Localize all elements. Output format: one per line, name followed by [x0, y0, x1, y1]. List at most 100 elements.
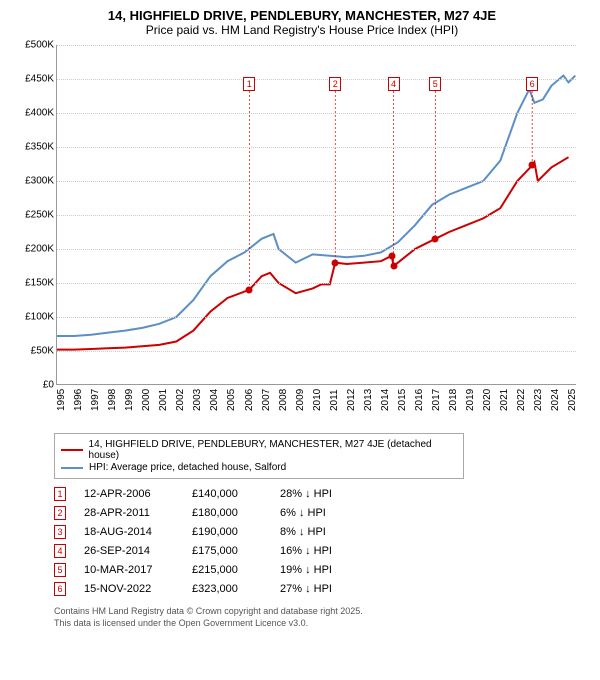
- series-price_paid: [57, 157, 569, 349]
- y-axis: £0£50K£100K£150K£200K£250K£300K£350K£400…: [16, 45, 56, 385]
- x-tick-label: 2001: [158, 389, 169, 411]
- event-price: £190,000: [192, 526, 262, 538]
- gridline: [57, 181, 576, 182]
- x-tick-label: 2023: [533, 389, 544, 411]
- x-tick-label: 2008: [278, 389, 289, 411]
- event-table: 1 12-APR-2006 £140,000 28% ↓ HPI 228-APR-201…: [54, 487, 592, 596]
- y-tick-label: £200K: [25, 244, 54, 255]
- legend-item: 14, HIGHFIELD DRIVE, PENDLEBURY, MANCHES…: [61, 439, 457, 461]
- legend-swatch: [61, 449, 83, 451]
- x-tick-label: 1999: [124, 389, 135, 411]
- sale-marker-dot: [529, 162, 536, 169]
- x-tick-label: 2012: [346, 389, 357, 411]
- x-tick-label: 2022: [516, 389, 527, 411]
- x-tick-label: 2010: [312, 389, 323, 411]
- event-diff: 8% ↓ HPI: [280, 526, 370, 538]
- event-diff: 27% ↓ HPI: [280, 583, 370, 595]
- y-tick-label: £350K: [25, 142, 54, 153]
- event-number: 3: [54, 525, 66, 539]
- event-row: 318-AUG-2014£190,0008% ↓ HPI: [54, 525, 592, 539]
- gridline: [57, 351, 576, 352]
- x-tick-label: 2024: [550, 389, 561, 411]
- sale-marker-dot: [332, 259, 339, 266]
- x-tick-label: 2025: [567, 389, 578, 411]
- event-diff: 19% ↓ HPI: [280, 564, 370, 576]
- event-price: £323,000: [192, 583, 262, 595]
- y-tick-label: £100K: [25, 312, 54, 323]
- x-tick-label: 2005: [226, 389, 237, 411]
- chart-area: £0£50K£100K£150K£200K£250K£300K£350K£400…: [16, 45, 586, 425]
- x-tick-label: 2018: [448, 389, 459, 411]
- gridline: [57, 215, 576, 216]
- sale-marker-label: 6: [526, 77, 538, 91]
- event-number: 4: [54, 544, 66, 558]
- x-tick-label: 2016: [414, 389, 425, 411]
- legend-label: 14, HIGHFIELD DRIVE, PENDLEBURY, MANCHES…: [89, 439, 457, 461]
- x-tick-label: 1997: [90, 389, 101, 411]
- y-tick-label: £450K: [25, 74, 54, 85]
- y-tick-label: £400K: [25, 108, 54, 119]
- event-price: £215,000: [192, 564, 262, 576]
- x-tick-label: 2013: [363, 389, 374, 411]
- sale-marker-dot: [246, 286, 253, 293]
- x-tick-label: 2009: [295, 389, 306, 411]
- event-row: 1 12-APR-2006 £140,000 28% ↓ HPI: [54, 487, 592, 501]
- gridline: [57, 317, 576, 318]
- chart-container: 14, HIGHFIELD DRIVE, PENDLEBURY, MANCHES…: [0, 0, 600, 637]
- sale-marker-dot: [388, 252, 395, 259]
- footer-attribution: Contains HM Land Registry data © Crown c…: [54, 606, 592, 629]
- plot-area: 1 2 4 5 6: [56, 45, 576, 385]
- sale-marker-label: 2: [329, 77, 341, 91]
- x-tick-label: 2006: [244, 389, 255, 411]
- event-date: 12-APR-2006: [84, 488, 174, 500]
- sale-marker-label: 1: [243, 77, 255, 91]
- y-tick-label: £150K: [25, 278, 54, 289]
- y-tick-label: £50K: [31, 346, 54, 357]
- event-price: £175,000: [192, 545, 262, 557]
- event-number: 1: [54, 487, 66, 501]
- event-date: 15-NOV-2022: [84, 583, 174, 595]
- x-tick-label: 1998: [107, 389, 118, 411]
- event-diff: 16% ↓ HPI: [280, 545, 370, 557]
- legend-item: HPI: Average price, detached house, Salf…: [61, 462, 457, 473]
- series-hpi: [57, 76, 575, 336]
- event-row: 6 15-NOV-2022 £323,000 27% ↓ HPI: [54, 582, 592, 596]
- gridline: [57, 79, 576, 80]
- event-row: 5 10-MAR-2017 £215,000 19% ↓ HPI: [54, 563, 592, 577]
- event-diff: 28% ↓ HPI: [280, 488, 370, 500]
- event-date: 10-MAR-2017: [84, 564, 174, 576]
- event-date: 26-SEP-2014: [84, 545, 174, 557]
- sale-marker-label: 5: [429, 77, 441, 91]
- x-tick-label: 2014: [380, 389, 391, 411]
- event-number: 6: [54, 582, 66, 596]
- sale-marker-dot: [390, 263, 397, 270]
- event-row: 228-APR-2011£180,0006% ↓ HPI: [54, 506, 592, 520]
- x-tick-label: 2002: [175, 389, 186, 411]
- x-tick-label: 2011: [329, 389, 340, 411]
- legend-label: HPI: Average price, detached house, Salf…: [89, 462, 286, 473]
- y-tick-label: £250K: [25, 210, 54, 221]
- event-row: 4 26-SEP-2014 £175,000 16% ↓ HPI: [54, 544, 592, 558]
- x-axis: 1995199619971998199920002001200220032004…: [56, 385, 576, 425]
- x-tick-label: 2004: [209, 389, 220, 411]
- event-diff: 6% ↓ HPI: [280, 507, 370, 519]
- gridline: [57, 45, 576, 46]
- footer-line1: Contains HM Land Registry data © Crown c…: [54, 606, 592, 618]
- legend: 14, HIGHFIELD DRIVE, PENDLEBURY, MANCHES…: [54, 433, 464, 479]
- y-tick-label: £500K: [25, 40, 54, 51]
- y-tick-label: £0: [43, 380, 54, 391]
- x-tick-label: 2017: [431, 389, 442, 411]
- event-price: £140,000: [192, 488, 262, 500]
- event-number: 5: [54, 563, 66, 577]
- x-tick-label: 2000: [141, 389, 152, 411]
- chart-title: 14, HIGHFIELD DRIVE, PENDLEBURY, MANCHES…: [12, 8, 592, 23]
- sale-marker-dot: [432, 235, 439, 242]
- legend-swatch: [61, 467, 83, 469]
- x-tick-label: 2021: [499, 389, 510, 411]
- sale-marker-label: 4: [388, 77, 400, 91]
- event-date: 28-APR-2011: [84, 507, 174, 519]
- x-tick-label: 1996: [73, 389, 84, 411]
- x-tick-label: 1995: [56, 389, 67, 411]
- gridline: [57, 283, 576, 284]
- gridline: [57, 113, 576, 114]
